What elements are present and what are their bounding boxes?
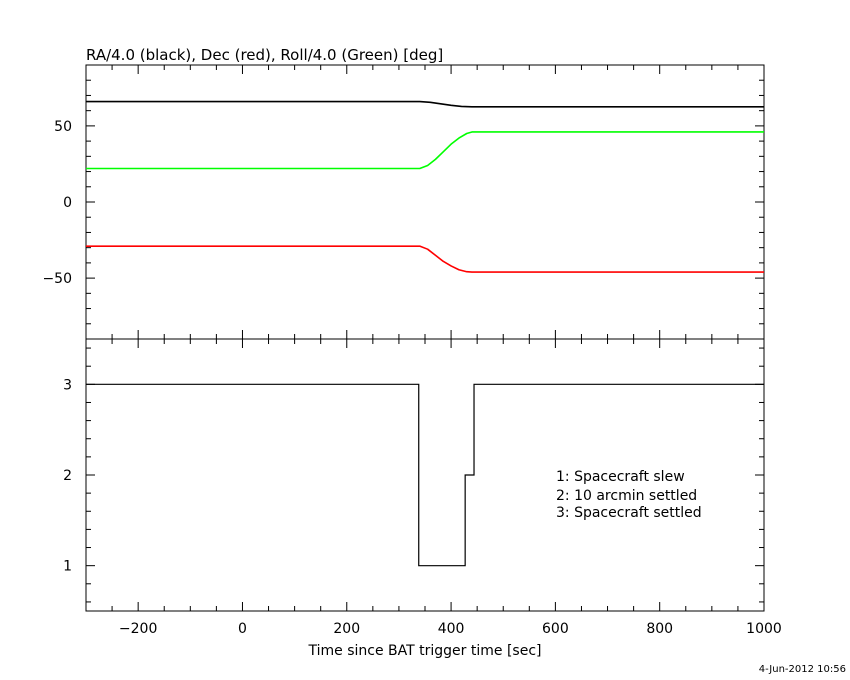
top-series-0 <box>86 100 764 108</box>
top-y-tick-label: 50 <box>54 119 72 135</box>
timestamp: 4-Jun-2012 10:56 <box>759 664 846 675</box>
x-tick-label: −200 <box>119 621 157 637</box>
x-tick-label: 800 <box>646 621 673 637</box>
bottom-series-0 <box>86 383 764 567</box>
x-tick-label: 200 <box>333 621 360 637</box>
top-y-tick-label: −50 <box>42 271 72 287</box>
top-panel: −50 0 50 <box>42 64 765 340</box>
x-tick-label: 0 <box>238 621 247 637</box>
top-series-1 <box>86 131 764 170</box>
x-tick-label: 1000 <box>746 621 782 637</box>
x-tick-label: 600 <box>542 621 569 637</box>
bottom-y-tick-label: 2 <box>63 468 72 484</box>
bottom-panel: 1 2 3 −200 0 200 400 600 800 1000 <box>63 338 782 637</box>
legend-item-3: 3: Spacecraft settled <box>556 505 702 521</box>
bottom-y-tick-label: 1 <box>63 559 72 575</box>
legend-item-2: 2: 10 arcmin settled <box>556 488 697 504</box>
x-tick-label: 400 <box>438 621 465 637</box>
top-series-2 <box>86 245 764 273</box>
x-axis-label: Time since BAT trigger time [sec] <box>308 643 542 659</box>
chart-title: RA/4.0 (black), Dec (red), Roll/4.0 (Gre… <box>86 46 443 64</box>
legend-item-1: 1: Spacecraft slew <box>556 469 685 485</box>
legend: 1: Spacecraft slew 2: 10 arcmin settled … <box>556 469 702 521</box>
top-y-tick-label: 0 <box>63 195 72 211</box>
bottom-y-tick-label: 3 <box>63 377 72 393</box>
